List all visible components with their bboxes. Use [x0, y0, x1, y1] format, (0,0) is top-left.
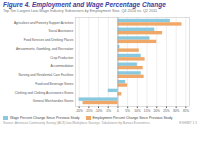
- svg-text:-10%: -10%: [95, 109, 103, 113]
- svg-text:25%: 25%: [163, 109, 170, 113]
- svg-text:Amusements, Gambling, and Recr: Amusements, Gambling, and Recreation: [16, 47, 74, 51]
- svg-text:-15%: -15%: [85, 109, 93, 113]
- svg-text:-20%: -20%: [75, 109, 83, 113]
- html-text:EXHIBIT 1 II: EXHIBIT 1 II: [179, 121, 197, 126]
- html-text:Figure 4. Employment and Wage: Figure 4. Employment and Wage Percentage…: [3, 1, 166, 8]
- html-text:Wage Percent Change Since Prev: Wage Percent Change Since Previous Study: [10, 115, 80, 120]
- svg-text:-5%: -5%: [105, 109, 111, 113]
- svg-text:Clothing and Clothing Accessor: Clothing and Clothing Accessories Stores: [15, 91, 74, 95]
- svg-text:5%: 5%: [125, 109, 130, 113]
- svg-text:Accommodation: Accommodation: [50, 64, 73, 68]
- svg-text:Agriculture and Forestry Suppo: Agriculture and Forestry Support Activit…: [14, 21, 74, 25]
- svg-text:35%: 35%: [183, 109, 190, 113]
- svg-text:Food Services and Drinking Pla: Food Services and Drinking Places: [24, 38, 74, 42]
- svg-text:20%: 20%: [154, 109, 161, 113]
- html-text:Source: American Community Sur: Source: American Community Survey (ACS) …: [3, 121, 151, 126]
- svg-text:10%: 10%: [134, 109, 141, 113]
- svg-text:15%: 15%: [144, 109, 151, 113]
- svg-text:Food and Beverage Stores: Food and Beverage Stores: [35, 82, 74, 86]
- svg-text:0: 0: [117, 109, 119, 113]
- svg-text:30%: 30%: [173, 109, 180, 113]
- html-text:Top Ten Largest Low-Wage Indus: Top Ten Largest Low-Wage Industry Subsec…: [3, 9, 158, 14]
- html-text:Employment Percent Change Sinc: Employment Percent Change Since Previous…: [92, 115, 173, 120]
- svg-text:Social Assistance: Social Assistance: [49, 29, 74, 33]
- svg-text:Nursing and Residential Care F: Nursing and Residential Care Facilities: [18, 73, 73, 77]
- svg-text:General Merchandise Stores: General Merchandise Stores: [33, 99, 74, 103]
- svg-text:Crop Production: Crop Production: [50, 56, 73, 60]
